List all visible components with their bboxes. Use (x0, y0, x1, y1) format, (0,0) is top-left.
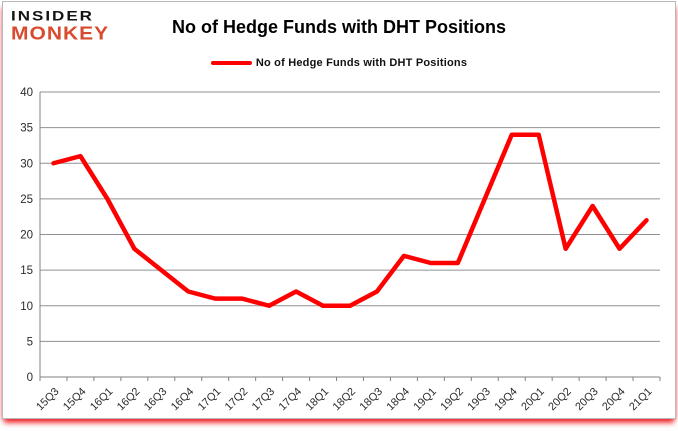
x-axis-tick-label: 21Q1 (627, 386, 655, 414)
x-axis-tick-label: 16Q1 (88, 386, 116, 414)
x-axis-tick-label: 16Q4 (169, 386, 197, 414)
y-axis-tick-label: 5 (27, 336, 33, 348)
x-axis-tick-label: 18Q4 (385, 386, 413, 414)
chart-title: No of Hedge Funds with DHT Positions (172, 17, 506, 37)
logo-insider-text: INSIDER (11, 8, 94, 24)
x-axis-tick-label: 15Q3 (34, 386, 62, 414)
y-axis-tick-label: 30 (20, 158, 33, 170)
legend: No of Hedge Funds with DHT Positions (0, 57, 678, 69)
legend-label: No of Hedge Funds with DHT Positions (255, 57, 468, 69)
legend-line-marker (210, 61, 252, 65)
data-series-line (51, 132, 649, 308)
x-axis-tick-label: 20Q2 (546, 386, 574, 414)
x-axis-tick-label: 20Q1 (519, 386, 547, 414)
y-axis-tick-label: 40 (20, 87, 33, 99)
x-axis-tick-label: 19Q1 (411, 386, 439, 414)
y-axis-tick-label: 20 (20, 230, 33, 242)
x-axis-tick-label: 17Q1 (196, 386, 224, 414)
x-axis-tick-label: 20Q4 (600, 386, 628, 414)
x-axis-tick-label: 15Q4 (61, 386, 89, 414)
y-axis-tick-label: 35 (20, 123, 33, 135)
x-axis-tick-label: 18Q3 (358, 386, 386, 414)
y-axis-tick-label: 15 (20, 265, 33, 277)
insider-monkey-logo: INSIDER MONKEY (11, 9, 109, 46)
x-axis-tick-label: 19Q2 (438, 386, 466, 414)
logo-monkey-text: MONKEY (11, 24, 110, 44)
x-axis-tick-label: 17Q2 (223, 386, 251, 414)
y-axis-tick-label: 10 (20, 301, 33, 313)
y-axis-tick-label: 25 (20, 194, 33, 206)
x-axis-tick-label: 16Q3 (142, 386, 170, 414)
x-axis-tick-label: 19Q3 (465, 386, 493, 414)
x-axis-tick-label: 17Q3 (250, 386, 278, 414)
x-axis-tick-label: 19Q4 (492, 386, 520, 414)
x-axis-tick-label: 18Q2 (331, 386, 359, 414)
x-axis-tick-label: 17Q4 (277, 386, 305, 414)
x-axis-tick-label: 18Q1 (304, 386, 332, 414)
x-axis-tick-label: 16Q2 (115, 386, 143, 414)
x-axis-tick-label: 20Q3 (573, 386, 601, 414)
y-axis-tick-label: 0 (27, 372, 33, 384)
